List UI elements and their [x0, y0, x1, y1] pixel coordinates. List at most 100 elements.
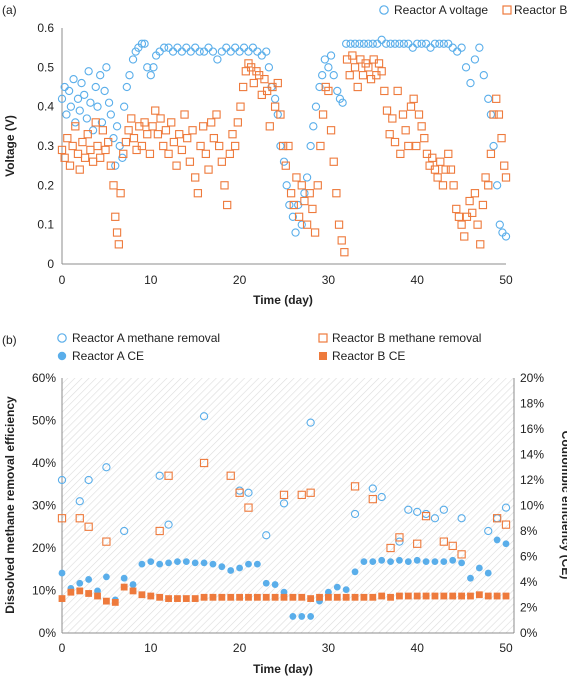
voltage-points [57, 35, 511, 257]
reactor-a-methane-removal-point [404, 505, 413, 514]
efficiency-x-tick-label: 20 [233, 641, 247, 655]
reactor-b-voltage-point [65, 161, 75, 170]
reactor-b-ce-point [431, 592, 439, 600]
reactor-b-ce-point [413, 592, 421, 600]
efficiency-y2-tick-label: 4% [520, 575, 538, 589]
reactor-b-voltage-point [345, 71, 354, 80]
reactor-b-voltage-point [93, 141, 102, 151]
reactor-b-voltage-point [86, 145, 95, 155]
reactor-b-ce-point [271, 593, 279, 601]
reactor-a-voltage-point [501, 232, 511, 241]
reactor-a-ce-point [182, 558, 190, 565]
reactor-b-methane-removal-point [306, 488, 315, 497]
reactor-b-voltage-point [460, 232, 469, 241]
efficiency-y-tick-label: 50% [32, 414, 56, 428]
reactor-a-voltage-point [368, 39, 377, 48]
reactor-b-voltage-point [436, 157, 445, 166]
voltage-y-tick-label: 0.2 [37, 178, 54, 192]
reactor-a-methane-removal-point [377, 492, 386, 502]
efficiency-y2-tick-label: 20% [520, 371, 544, 385]
reactor-b-voltage-point [183, 133, 192, 143]
efficiency-points [57, 412, 511, 620]
reactor-a-voltage-point [253, 47, 262, 56]
reactor-b-voltage-point [428, 153, 437, 162]
reactor-b-voltage-point [396, 149, 405, 159]
reactor-a-voltage-point [195, 47, 204, 56]
reactor-b-methane-removal-point [492, 514, 502, 523]
reactor-b-methane-removal-point [413, 539, 422, 548]
reactor-a-ce-point [236, 564, 244, 572]
reactor-b-voltage-point [412, 141, 421, 151]
legend-label-reactor-a-ce: Reactor A CE [72, 349, 144, 363]
reactor-a-ce-point [156, 560, 164, 568]
reactor-a-ce-point [351, 568, 359, 576]
reactor-a-voltage-point [315, 82, 324, 92]
reactor-a-voltage-point [495, 220, 504, 229]
efficiency-y-tick-label: 30% [32, 499, 56, 513]
reactor-b-voltage-point [75, 165, 84, 174]
reactor-a-ce-point [484, 569, 492, 577]
reactor-b-methane-removal-point [448, 541, 457, 551]
efficiency-y2-axis-label: Coulombic efficiency (CE) [559, 431, 567, 580]
reactor-b-voltage-point [169, 137, 179, 147]
reactor-b-voltage-point [465, 196, 474, 206]
efficiency-x-axis-label: Time (day) [253, 662, 313, 676]
reactor-a-ce-point [360, 558, 368, 565]
legend-label-reactor-b-methane: Reactor B methane removal [332, 331, 481, 345]
reactor-b-voltage-point [153, 130, 163, 139]
reactor-b-voltage-point [393, 86, 402, 96]
reactor-b-voltage-point [454, 212, 464, 221]
reactor-a-voltage-point [408, 43, 417, 52]
reactor-b-voltage-point [121, 137, 131, 147]
reactor-a-voltage-point [159, 43, 169, 52]
reactor-a-voltage-point [146, 71, 155, 80]
reactor-a-voltage-point [112, 122, 122, 131]
reactor-a-voltage-point [248, 43, 258, 52]
reactor-b-ce-point [467, 592, 474, 600]
reactor-a-voltage-point [140, 39, 149, 48]
reactor-b-voltage-point [377, 67, 386, 76]
reactor-b-voltage-point [385, 130, 394, 139]
reactor-a-voltage-point [300, 189, 309, 198]
reactor-a-voltage-point [466, 78, 475, 88]
reactor-b-voltage-point [68, 141, 77, 151]
efficiency-x-tick-label: 0 [59, 641, 66, 655]
reactor-a-voltage-point [302, 173, 312, 182]
reactor-b-voltage-point [231, 141, 240, 151]
reactor-a-voltage-point [199, 47, 209, 56]
reactor-a-voltage-point [217, 47, 226, 56]
reactor-a-voltage-point [208, 47, 218, 56]
reactor-b-ce-point [378, 592, 386, 600]
reactor-a-voltage-point [226, 47, 235, 56]
reactor-a-voltage-point [453, 47, 462, 56]
reactor-b-methane-removal-point [84, 522, 93, 531]
reactor-a-ce-point [280, 588, 288, 596]
efficiency-y2-tick-label: 12% [520, 473, 544, 487]
reactor-b-ce-point [218, 593, 226, 601]
reactor-b-voltage-point [71, 122, 80, 131]
reactor-a-ce-point [475, 564, 483, 572]
efficiency-plot-background [62, 378, 514, 633]
reactor-b-voltage-point [80, 153, 90, 162]
reactor-a-voltage-point [125, 71, 134, 80]
reactor-b-voltage-point [212, 110, 221, 119]
reactor-a-voltage-point [342, 39, 351, 48]
reactor-a-voltage-point [333, 86, 342, 96]
reactor-b-voltage-point [292, 173, 301, 182]
reactor-a-voltage-point [86, 98, 95, 107]
voltage-y-tick-label: 0.5 [37, 60, 54, 74]
reactor-a-voltage-point [82, 114, 92, 123]
reactor-a-ce-point [467, 574, 474, 582]
reactor-a-voltage-point [262, 47, 271, 56]
reactor-a-methane-removal-point [430, 514, 440, 523]
reactor-b-ce-point [458, 592, 465, 600]
reactor-b-ce-point [67, 588, 75, 596]
reactor-b-voltage-point [137, 141, 147, 151]
reactor-b-voltage-point [316, 141, 325, 151]
reactor-a-voltage-point [191, 43, 200, 52]
reactor-b-voltage-point [433, 173, 442, 182]
reactor-a-voltage-point [276, 141, 285, 151]
reactor-b-voltage-point [124, 126, 133, 135]
reactor-a-ce-point [325, 588, 332, 596]
voltage-y-tick-label: 0.1 [37, 218, 54, 232]
